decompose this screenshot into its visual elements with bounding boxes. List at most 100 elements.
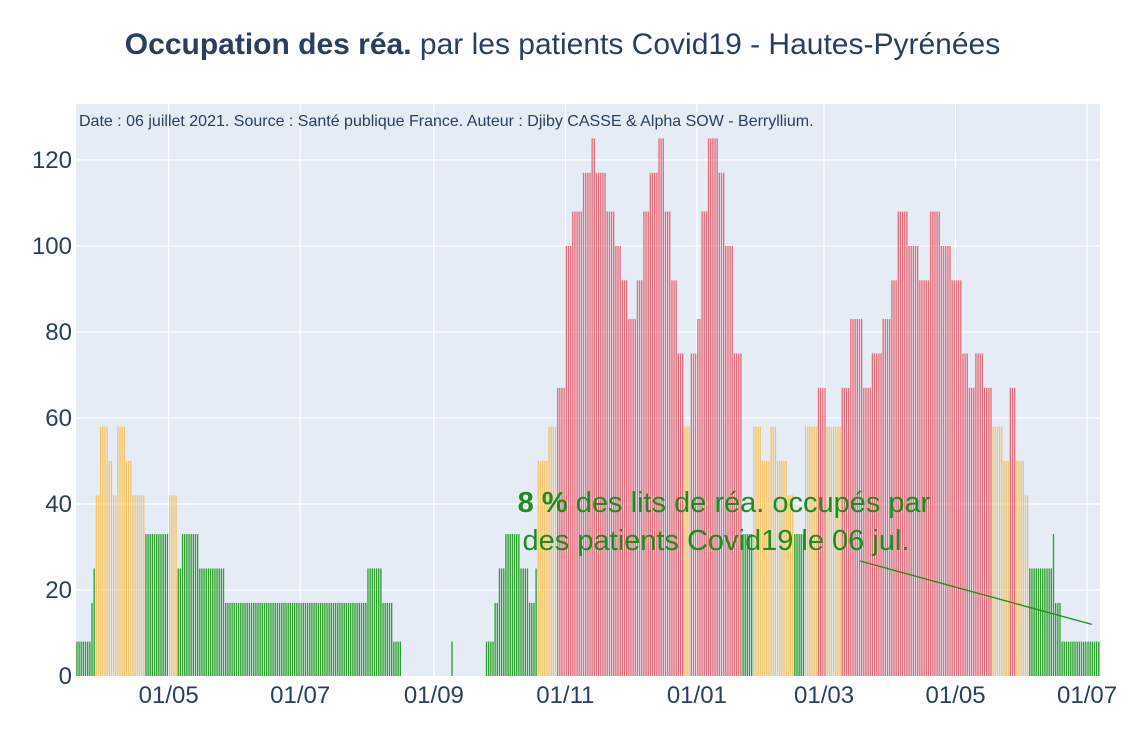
bar: [97, 495, 100, 676]
bar: [983, 387, 986, 676]
bar: [768, 460, 770, 676]
bar: [738, 353, 740, 676]
bar: [938, 211, 940, 676]
bar: [388, 602, 391, 676]
bar: [837, 426, 839, 676]
bar: [171, 495, 173, 676]
bar: [1085, 641, 1087, 676]
bar: [326, 602, 328, 676]
y-tick-label: 120: [32, 147, 72, 174]
bar: [552, 426, 555, 676]
bar: [966, 353, 968, 676]
bar: [546, 460, 548, 676]
bar: [494, 602, 496, 676]
bar: [886, 319, 889, 676]
bar: [968, 387, 971, 676]
bar: [656, 172, 658, 677]
bar: [371, 568, 373, 676]
bar: [800, 534, 802, 676]
x-tick-label: 01/07: [1057, 682, 1117, 709]
bar: [632, 319, 634, 676]
bar: [908, 245, 910, 676]
bar: [848, 387, 850, 676]
bar: [177, 568, 179, 676]
bar: [561, 387, 563, 676]
bar: [998, 426, 1001, 676]
bar: [884, 319, 887, 676]
bar: [973, 387, 975, 676]
bar: [869, 387, 871, 676]
bar: [996, 426, 999, 676]
bar: [393, 641, 395, 676]
bar: [856, 319, 858, 676]
bar: [699, 319, 701, 676]
bar: [93, 568, 95, 676]
bar: [669, 211, 671, 676]
bar: [1007, 460, 1009, 676]
bar: [324, 602, 326, 676]
bar: [360, 602, 363, 676]
bar: [136, 495, 138, 676]
bar: [600, 172, 602, 677]
bar: [666, 211, 669, 676]
bar: [175, 495, 177, 676]
bar: [106, 426, 108, 676]
bar: [981, 353, 984, 676]
bar: [658, 138, 660, 677]
bar: [302, 602, 304, 676]
bar: [563, 387, 565, 676]
bar: [919, 280, 921, 676]
bar: [319, 602, 322, 676]
bar: [378, 568, 380, 676]
bar: [345, 602, 348, 676]
bar: [520, 568, 522, 676]
bar: [621, 280, 624, 676]
bar: [707, 138, 710, 677]
x-axis: 01/05 01/07 01/09 01/11 01/01 01/03 01/05 01/07: [139, 682, 1117, 709]
bar: [927, 280, 930, 676]
bar: [190, 534, 192, 676]
bar: [311, 602, 313, 676]
bar: [218, 568, 220, 676]
bar: [960, 280, 962, 676]
bar: [740, 353, 742, 676]
bar: [328, 602, 330, 676]
bar: [929, 211, 932, 676]
bar: [673, 280, 675, 676]
bar: [1072, 641, 1074, 676]
annotation-percent: 8 %: [518, 487, 568, 519]
bar: [957, 280, 960, 676]
bar: [988, 387, 990, 676]
bar: [843, 387, 846, 676]
bar: [569, 245, 572, 676]
bar: [1083, 641, 1085, 676]
bar: [742, 534, 744, 676]
bar: [380, 568, 382, 676]
bar: [138, 495, 141, 676]
bar: [733, 353, 736, 676]
bar: [149, 534, 151, 676]
bar: [1018, 460, 1020, 676]
bar: [513, 534, 516, 676]
y-tick-label: 40: [45, 491, 72, 518]
bar: [679, 353, 682, 676]
bar: [602, 172, 604, 677]
bar: [755, 426, 757, 676]
bar: [891, 280, 893, 676]
bar: [791, 495, 794, 676]
bar: [662, 138, 664, 677]
y-tick-label: 0: [59, 663, 72, 690]
bar: [925, 280, 927, 676]
bar: [158, 534, 160, 676]
bar: [313, 602, 315, 676]
bar: [807, 426, 809, 676]
bar: [451, 641, 453, 676]
bar: [1057, 602, 1059, 676]
bar: [528, 602, 531, 676]
bar: [880, 353, 882, 676]
bar: [322, 602, 324, 676]
bar: [220, 568, 223, 676]
bar: [1037, 568, 1040, 676]
bar: [365, 602, 367, 676]
